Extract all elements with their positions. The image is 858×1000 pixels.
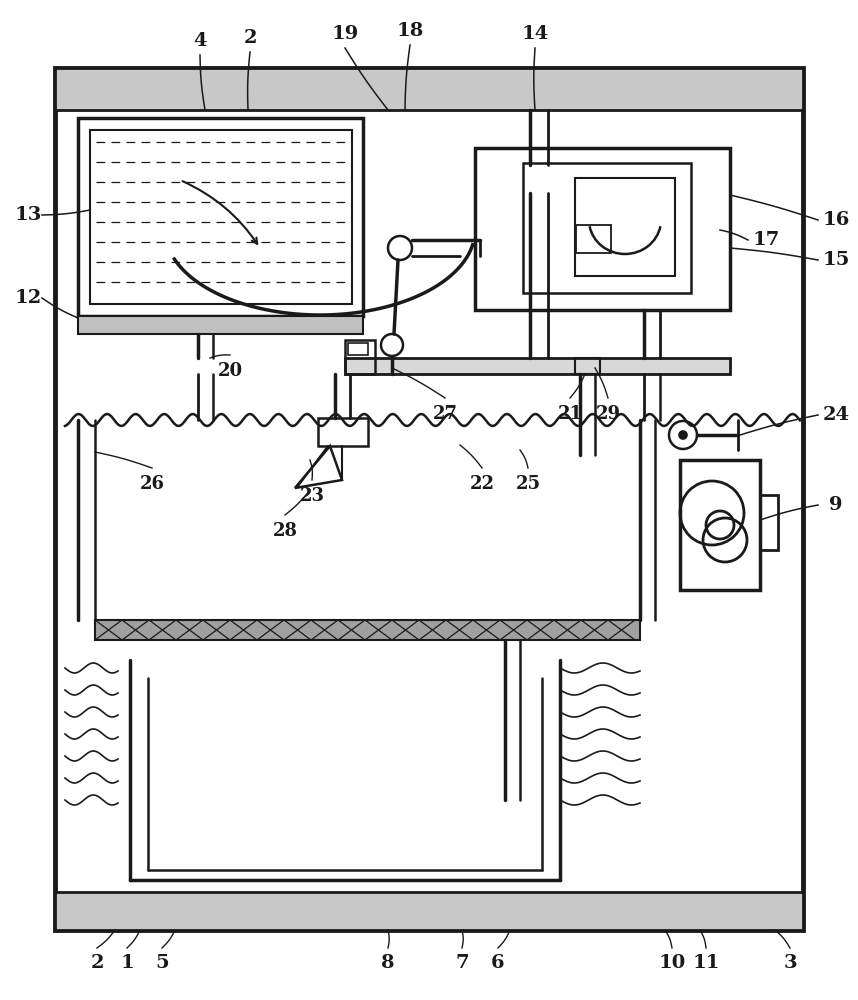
Text: 28: 28	[273, 522, 298, 540]
Bar	[760, 495, 778, 550]
Text: 5: 5	[155, 954, 169, 972]
Text: 27: 27	[432, 405, 457, 423]
Bar	[95, 620, 640, 640]
Bar	[345, 340, 375, 374]
Bar	[78, 118, 363, 316]
Text: 4: 4	[193, 32, 207, 50]
Text: 25: 25	[516, 475, 541, 493]
Text: 14: 14	[522, 25, 548, 43]
Text: 20: 20	[217, 362, 243, 380]
Text: 12: 12	[15, 289, 42, 307]
Circle shape	[679, 431, 687, 439]
Text: 21: 21	[558, 405, 583, 423]
Text: 19: 19	[331, 25, 359, 43]
Text: 22: 22	[469, 475, 494, 493]
Text: 8: 8	[381, 954, 395, 972]
Bar	[575, 178, 675, 276]
Text: 6: 6	[491, 954, 505, 972]
Text: 16: 16	[822, 211, 849, 229]
Text: 29: 29	[595, 405, 620, 423]
Text: 3: 3	[783, 954, 797, 972]
Bar	[575, 358, 600, 374]
Bar	[576, 225, 611, 253]
Bar	[318, 418, 368, 446]
Text: 13: 13	[15, 206, 42, 224]
Bar	[348, 343, 368, 355]
Bar	[90, 130, 352, 304]
Text: 26: 26	[140, 475, 165, 493]
Text: 2: 2	[244, 29, 257, 47]
Text: 10: 10	[658, 954, 686, 972]
Bar	[78, 316, 363, 334]
Bar	[475, 148, 730, 310]
Text: 1: 1	[120, 954, 134, 972]
Bar	[55, 68, 803, 930]
Text: 23: 23	[299, 487, 324, 505]
Text: 2: 2	[90, 954, 104, 972]
Bar	[55, 892, 803, 930]
Text: 15: 15	[822, 251, 849, 269]
Text: 18: 18	[396, 22, 424, 40]
Bar	[680, 460, 760, 590]
Text: 9: 9	[829, 496, 843, 514]
Text: 24: 24	[823, 406, 849, 424]
Text: 7: 7	[456, 954, 468, 972]
Bar	[523, 163, 691, 293]
Text: 11: 11	[692, 954, 720, 972]
Bar	[55, 68, 803, 110]
Text: 17: 17	[752, 231, 780, 249]
Bar	[345, 358, 730, 374]
